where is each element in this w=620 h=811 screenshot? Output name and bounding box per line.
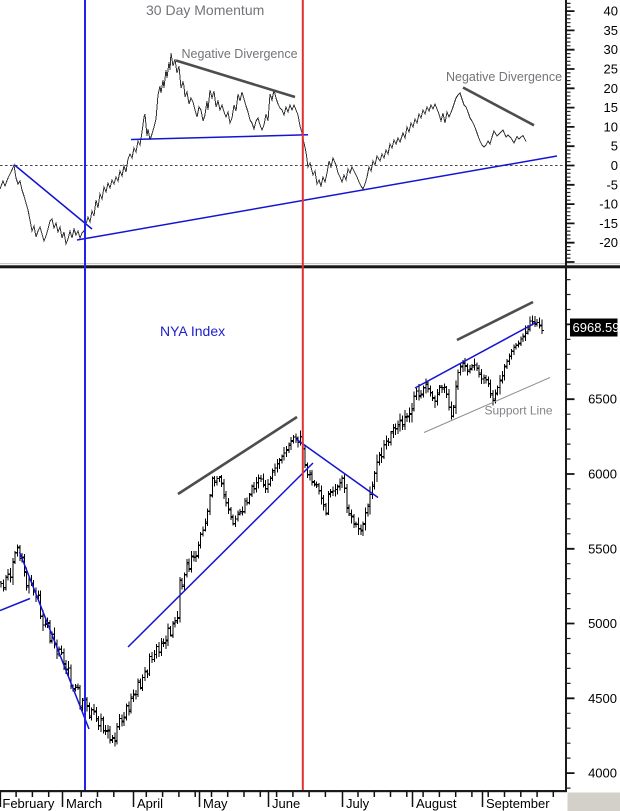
svg-text:Support Line: Support Line (485, 404, 553, 418)
svg-text:15: 15 (604, 100, 618, 115)
svg-text:5500: 5500 (588, 541, 617, 556)
svg-text:6500: 6500 (588, 392, 617, 407)
svg-text:-20: -20 (599, 235, 618, 250)
svg-text:-15: -15 (599, 216, 618, 231)
svg-text:Negative Divergence: Negative Divergence (182, 47, 298, 61)
svg-text:5000: 5000 (588, 616, 617, 631)
svg-text:35: 35 (604, 23, 618, 38)
svg-text:25: 25 (604, 62, 618, 77)
svg-text:July: July (346, 796, 370, 811)
svg-text:April: April (137, 796, 163, 811)
svg-text:Negative Divergence: Negative Divergence (446, 70, 562, 84)
svg-text:May: May (203, 796, 228, 811)
svg-text:March: March (66, 796, 102, 811)
svg-text:6968.59: 6968.59 (573, 320, 620, 335)
svg-text:5: 5 (611, 139, 618, 154)
svg-text:40: 40 (604, 4, 618, 19)
svg-text:4500: 4500 (588, 691, 617, 706)
svg-text:4000: 4000 (588, 766, 617, 781)
svg-text:30: 30 (604, 42, 618, 57)
svg-text:20: 20 (604, 81, 618, 96)
svg-text:NYA Index: NYA Index (160, 323, 225, 339)
svg-text:0: 0 (611, 158, 618, 173)
svg-text:6000: 6000 (588, 467, 617, 482)
svg-text:30 Day Momentum: 30 Day Momentum (146, 2, 264, 18)
svg-text:10: 10 (604, 119, 618, 134)
svg-text:-10: -10 (599, 197, 618, 212)
svg-text:February: February (2, 796, 55, 811)
svg-text:June: June (272, 796, 300, 811)
svg-text:August: August (416, 796, 457, 811)
svg-text:September: September (486, 796, 550, 811)
svg-text:-5: -5 (606, 177, 618, 192)
